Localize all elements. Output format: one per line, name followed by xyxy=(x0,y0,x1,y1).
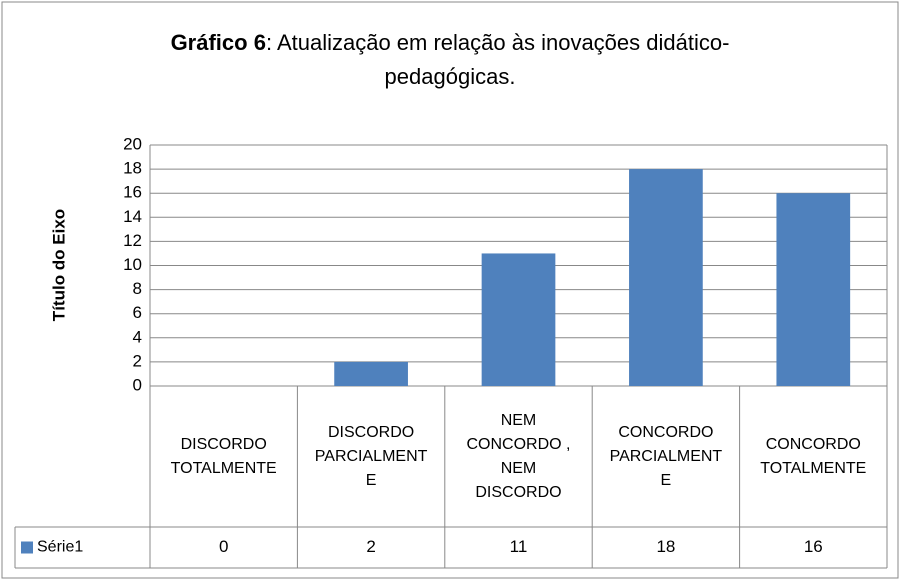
bar xyxy=(776,193,851,386)
chart-title: Gráfico 6: Atualização em relação às ino… xyxy=(171,30,730,55)
table-value: 16 xyxy=(804,537,823,556)
chart-title-line2: pedagógicas. xyxy=(385,64,516,89)
y-tick-label: 4 xyxy=(133,327,142,346)
bar xyxy=(481,253,556,386)
y-tick-label: 10 xyxy=(123,255,142,274)
y-tick-label: 6 xyxy=(133,303,142,322)
bar xyxy=(629,169,703,386)
y-tick-label: 2 xyxy=(133,351,142,370)
title-rest: : Atualização em relação às inovações di… xyxy=(266,30,729,55)
category-label: CONCORDO TOTALMENTE xyxy=(760,435,867,477)
y-tick-label: 12 xyxy=(123,231,142,250)
category-label: DISCORDO TOTALMENTE xyxy=(170,435,277,477)
y-axis-title: Título do Eixo xyxy=(49,209,68,321)
table-value: 18 xyxy=(656,537,675,556)
y-tick-label: 0 xyxy=(133,375,142,394)
table-value: 11 xyxy=(510,537,528,556)
table-value: 2 xyxy=(366,537,375,556)
bar xyxy=(334,361,408,386)
category-label: NEM CONCORDO , NEM DISCORDO xyxy=(466,411,571,501)
title-bold: Gráfico 6 xyxy=(171,30,266,55)
category-label: DISCORDO PARCIALMENTE xyxy=(314,423,428,489)
y-tick-label: 20 xyxy=(123,134,142,153)
legend-label: Série1 xyxy=(37,539,83,556)
y-tick-label: 8 xyxy=(133,279,142,298)
legend-swatch xyxy=(21,541,33,554)
table-value: 0 xyxy=(219,537,228,556)
y-tick-label: 16 xyxy=(123,183,142,202)
category-label: CONCORDO PARCIALMENTE xyxy=(609,423,723,489)
y-tick-label: 18 xyxy=(123,159,142,178)
y-tick-label: 14 xyxy=(123,207,142,226)
